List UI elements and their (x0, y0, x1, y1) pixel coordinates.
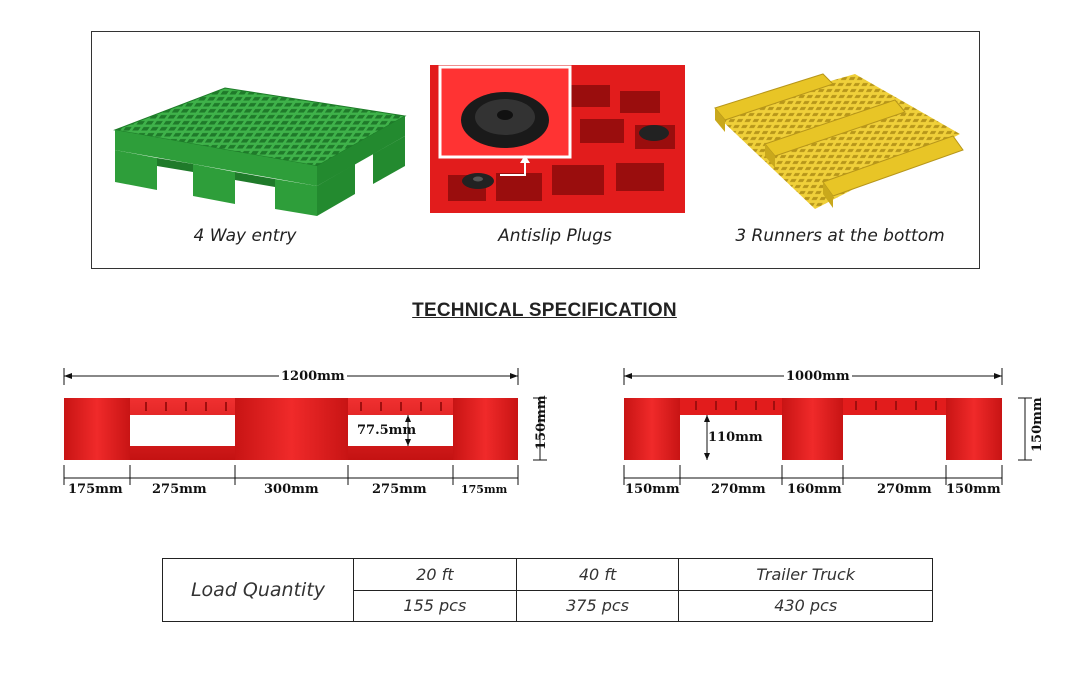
long-opening-height: 77.5mm (357, 423, 417, 438)
green-pallet-image (113, 87, 407, 216)
short-seg-5: 150mm (946, 482, 1001, 497)
value-20ft: 155 pcs (353, 589, 517, 622)
short-seg-2: 270mm (711, 482, 766, 497)
load-quantity-table: Load Quantity 20 ft 40 ft Trailer Truck … (162, 558, 933, 622)
long-seg-1: 175mm (68, 482, 123, 497)
value-40ft: 375 pcs (515, 589, 680, 622)
long-seg-4: 275mm (372, 482, 427, 497)
long-side-drawing (63, 368, 547, 485)
value-trailer-truck: 430 pcs (678, 589, 933, 622)
load-quantity-label: Load Quantity (162, 558, 354, 622)
caption-three-runners: 3 Runners at the bottom (735, 226, 945, 246)
long-seg-2: 275mm (152, 482, 207, 497)
long-seg-5: 175mm (461, 483, 508, 496)
short-height-dim: 150mm (1030, 397, 1045, 452)
caption-antislip-plugs: Antislip Plugs (498, 226, 612, 246)
short-overall-dim: 1000mm (784, 369, 852, 384)
long-seg-3: 300mm (264, 482, 319, 497)
short-seg-4: 270mm (877, 482, 932, 497)
col-40ft: 40 ft (515, 558, 680, 591)
col-trailer-truck: Trailer Truck (678, 558, 933, 591)
col-20ft: 20 ft (353, 558, 517, 591)
short-seg-3: 160mm (787, 482, 842, 497)
caption-4-way-entry: 4 Way entry (193, 226, 297, 246)
long-overall-dim: 1200mm (279, 369, 347, 384)
long-height-dim: 150mm (534, 395, 549, 450)
short-opening-height: 110mm (708, 430, 763, 445)
feature-panel (91, 31, 980, 269)
short-side-drawing (623, 368, 1032, 485)
yellow-pallet-image (714, 73, 964, 209)
spec-title: TECHNICAL SPECIFICATION (412, 300, 677, 321)
short-seg-1: 150mm (625, 482, 680, 497)
red-pallet-plugs-image (430, 65, 685, 213)
